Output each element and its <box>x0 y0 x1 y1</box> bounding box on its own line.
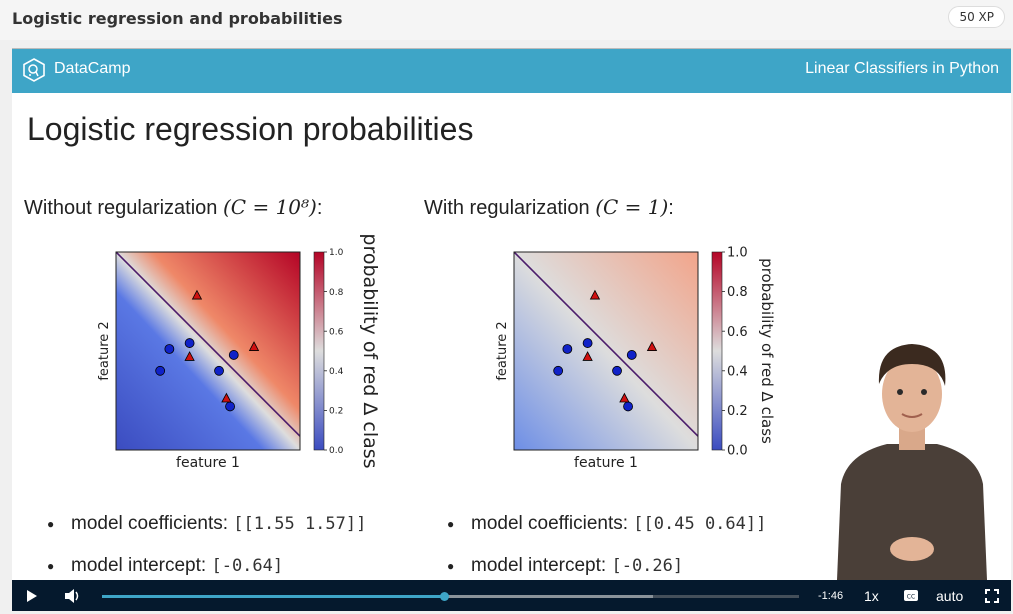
list-item: model intercept: [-0.26] <box>447 551 766 593</box>
colorbar-tick-label: 1.0 <box>727 246 748 261</box>
fullscreen-button[interactable] <box>985 580 999 611</box>
colorbar-tick-label: 0.2 <box>727 404 748 419</box>
probability-heatmap-unregularized: feature 1 feature 2 0.0 0.2 0.4 0.6 0.8 1.0 prob… <box>97 233 381 471</box>
blue-circle-point <box>214 365 224 376</box>
red-triangle-point <box>248 341 260 351</box>
colorbar <box>711 251 723 451</box>
red-triangle-point <box>221 392 232 403</box>
time-remaining: -1:46 <box>818 590 844 602</box>
svg-text:CC: CC <box>907 594 915 601</box>
colorbar-tick-label: 0.4 <box>727 364 748 379</box>
captions-icon: CC <box>904 590 918 601</box>
video-player[interactable]: DataCamp Linear Classifiers in Python Lo… <box>12 48 1011 611</box>
datacamp-logo-icon <box>23 58 45 82</box>
progress-handle[interactable] <box>439 592 449 601</box>
top-bar: Logistic regression and probabilities 50… <box>0 0 1013 40</box>
colorbar-tick-label: 1.0 <box>329 248 344 258</box>
play-button[interactable] <box>26 580 38 611</box>
colorbar-tick-label: 0.6 <box>329 327 344 337</box>
red-triangle-point <box>184 351 195 361</box>
play-icon <box>27 590 37 602</box>
course-name: Linear Classifiers in Python <box>805 60 999 77</box>
blue-circle-point <box>626 350 637 360</box>
right-caption: With regularization (C = 1): <box>424 195 674 219</box>
left-caption: Without regularization (C = 10⁸): <box>24 195 323 219</box>
presenter-video-overlay <box>837 344 987 580</box>
blue-circle-point <box>155 365 166 376</box>
blue-circle-point <box>184 338 195 348</box>
blue-circle-point <box>225 401 235 412</box>
slide-header: DataCamp Linear Classifiers in Python <box>12 49 1011 93</box>
colorbar-tick-label: 0.6 <box>727 325 748 340</box>
lesson-title: Logistic regression and probabilities <box>12 9 343 28</box>
blue-circle-point <box>612 365 622 376</box>
y-axis-label: feature 2 <box>97 321 112 380</box>
left-bullets: model coefficients: [[1.55 1.57]] model … <box>47 509 366 593</box>
blue-circle-point <box>228 350 239 360</box>
blue-circle-point <box>582 338 593 348</box>
brand-name: DataCamp <box>54 60 131 77</box>
list-item: model coefficients: [[1.55 1.57]] <box>47 509 366 551</box>
player-controls: -1:46 1x CC auto <box>12 580 1011 611</box>
right-bullets: model coefficients: [[0.45 0.64]] model … <box>447 509 766 593</box>
blue-circle-point <box>164 344 175 354</box>
plot-frame <box>513 251 699 451</box>
xp-badge: 50 XP <box>948 6 1005 28</box>
progress-played <box>102 595 444 598</box>
heatmap-area <box>116 252 300 450</box>
playback-speed-button[interactable]: 1x <box>864 588 879 604</box>
list-item: model coefficients: [[0.45 0.64]] <box>447 509 766 551</box>
colorbar-tick-label: 0.4 <box>329 367 344 377</box>
colorbar-tick-label: 0.0 <box>329 446 344 456</box>
x-axis-label: feature 1 <box>176 455 240 471</box>
red-triangle-point <box>589 289 601 300</box>
red-triangle-point <box>646 341 658 351</box>
colorbar-label: probability of red Δ class <box>758 258 776 444</box>
colorbar-tick-label: 0.0 <box>727 444 748 459</box>
decision-boundary <box>513 251 699 437</box>
slide-title: Logistic regression probabilities <box>27 111 474 147</box>
heatmap-area <box>514 252 698 450</box>
red-triangle-point <box>191 289 203 300</box>
red-triangle-point <box>582 351 593 361</box>
x-axis-label: feature 1 <box>574 455 638 471</box>
colorbar-tick-label: 0.2 <box>329 407 343 417</box>
probability-heatmap-regularized: feature 1 feature 2 0.0 0.2 0.4 0.6 0.8 1.0 prob… <box>495 246 776 471</box>
volume-icon <box>65 589 79 603</box>
blue-circle-point <box>623 401 633 412</box>
plot-frame <box>115 251 301 451</box>
decision-boundary <box>115 251 301 437</box>
colorbar <box>313 251 325 451</box>
fullscreen-icon <box>985 589 999 603</box>
quality-button[interactable]: auto <box>936 588 964 604</box>
blue-circle-point <box>562 344 573 354</box>
colorbar-tick-label: 0.8 <box>329 288 344 298</box>
red-triangle-point <box>619 392 630 403</box>
captions-button[interactable]: CC <box>903 580 919 611</box>
colorbar-tick-label: 0.8 <box>727 285 748 300</box>
progress-bar[interactable] <box>102 592 799 601</box>
blue-circle-point <box>553 365 564 376</box>
list-item: model intercept: [-0.64] <box>47 551 366 593</box>
volume-button[interactable] <box>64 580 80 611</box>
colorbar-label: probability of red Δ class <box>359 233 381 468</box>
y-axis-label: feature 2 <box>495 321 510 380</box>
